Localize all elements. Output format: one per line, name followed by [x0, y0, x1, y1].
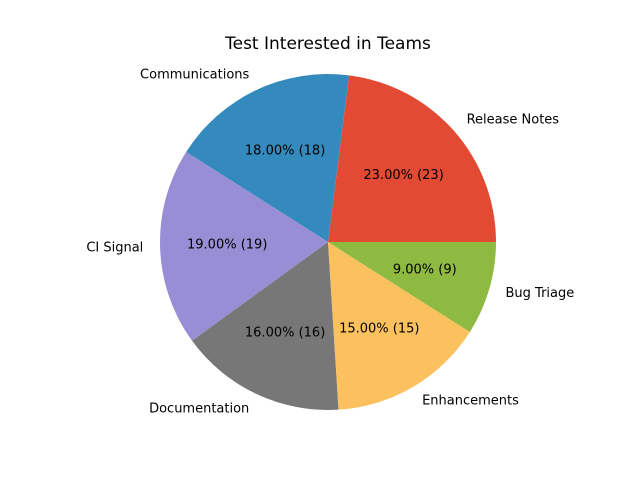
pie-slice-enhancements — [328, 242, 470, 410]
pie-slice-bug-triage — [328, 242, 496, 333]
slice-label: Enhancements — [422, 394, 519, 409]
chart-title: Test Interested in Teams — [224, 34, 431, 54]
pie-slices — [159, 73, 496, 411]
slice-label: Documentation — [149, 402, 249, 417]
slice-percent-label: 16.00% (16) — [245, 326, 325, 341]
slice-label: CI Signal — [86, 240, 143, 255]
slice-label: Communications — [140, 67, 249, 82]
slice-label: Release Notes — [467, 112, 560, 127]
pie-slice-ci-signal — [159, 151, 328, 341]
pie-slice-documentation — [192, 242, 339, 411]
pie-slice-communications — [186, 73, 350, 243]
slice-percent-label: 19.00% (19) — [187, 238, 267, 253]
slice-percent-label: 15.00% (15) — [339, 321, 419, 336]
pie-slice-release-notes — [328, 75, 496, 242]
slice-percent-label: 9.00% (9) — [393, 263, 457, 278]
pie-labels: Release Notes 23.00% (23) Communications 18… — [86, 67, 574, 416]
slice-percent-label: 23.00% (23) — [363, 168, 443, 183]
slice-label: Bug Triage — [506, 286, 575, 301]
slice-percent-label: 18.00% (18) — [245, 143, 325, 158]
